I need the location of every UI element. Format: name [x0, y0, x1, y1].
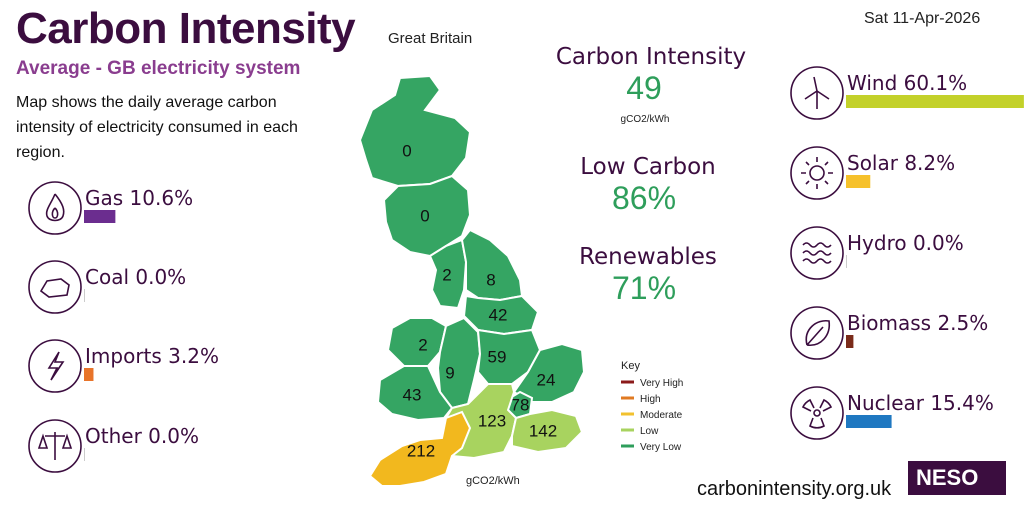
map-region	[460, 228, 524, 302]
title: Carbon Intensity	[16, 4, 356, 53]
date: Sat 11-Apr-2026	[864, 10, 981, 27]
icon-shape	[801, 398, 833, 429]
stat-label: Low Carbon	[580, 154, 716, 180]
stat-label: Renewables	[579, 244, 717, 270]
map-region	[511, 408, 584, 454]
fuel-bar	[846, 415, 892, 428]
key-title: Key	[621, 360, 640, 372]
region-value: 43	[403, 385, 422, 404]
map-region	[358, 74, 472, 188]
key-label: High	[640, 394, 661, 405]
fuel-icon	[790, 306, 844, 360]
fuel-bar	[846, 175, 871, 188]
map-unit: gCO2/kWh	[466, 475, 520, 487]
fuel-icon	[790, 386, 844, 440]
key-label: Very Low	[640, 442, 682, 453]
icon-shape	[47, 351, 65, 381]
fuel-icon	[28, 419, 82, 473]
icon-shape	[45, 193, 65, 222]
icon-circle	[28, 339, 82, 393]
icon-circle	[28, 260, 82, 314]
icon-shape	[802, 242, 832, 264]
region-value: 123	[478, 411, 506, 430]
key-label: Very High	[640, 378, 683, 389]
fuel-icon	[790, 146, 844, 200]
region-value: 2	[442, 265, 451, 284]
logo: NESO	[908, 461, 1006, 495]
icon-shape	[804, 76, 830, 109]
key-label: Low	[640, 426, 659, 437]
key-label: Moderate	[640, 410, 683, 421]
website-url: carbonintensity.org.uk	[697, 478, 892, 500]
fuel-bar	[84, 368, 94, 381]
stat-value: 71%	[611, 270, 677, 306]
region-value: 8	[486, 270, 495, 289]
region-value: 24	[537, 370, 556, 389]
stat-value: 49	[626, 70, 662, 106]
fuel-bar	[846, 335, 854, 348]
fuel-icon	[28, 181, 82, 235]
fuel-icon	[28, 339, 82, 393]
icon-circle	[790, 386, 844, 440]
stat-value: 86%	[611, 180, 677, 216]
icon-circle	[790, 66, 844, 120]
region-value: 0	[420, 206, 429, 225]
subtitle: Average - GB electricity system	[16, 58, 301, 79]
map-region	[428, 238, 468, 310]
region-value: 2	[418, 335, 427, 354]
fuel-label: Hydro 0.0%	[847, 231, 964, 255]
fuel-icon	[790, 66, 844, 120]
map-region	[476, 328, 542, 385]
icon-circle	[28, 419, 82, 473]
fuel-label: Other 0.0%	[85, 424, 199, 448]
map-region	[462, 294, 540, 336]
fuel-icon	[28, 260, 82, 314]
region-value: 212	[407, 441, 435, 460]
region-value: 78	[511, 395, 530, 414]
stat-unit: gCO2/kWh	[620, 114, 670, 125]
fuel-label: Imports 3.2%	[85, 344, 219, 368]
stat-label: Carbon Intensity	[555, 44, 747, 70]
fuel-label: Gas 10.6%	[85, 186, 193, 210]
fuel-label: Biomass 2.5%	[847, 311, 988, 335]
region-value: 59	[488, 347, 507, 366]
region-value: 42	[489, 305, 508, 324]
icon-circle	[790, 226, 844, 280]
icon-circle	[790, 306, 844, 360]
map-region	[382, 174, 472, 258]
region: Great Britain	[388, 30, 473, 47]
region-value: 142	[529, 421, 557, 440]
icon-circle	[790, 146, 844, 200]
fuel-label: Wind 60.1%	[847, 71, 967, 95]
fuel-bar	[846, 95, 1024, 108]
map-region	[386, 317, 448, 367]
icon-shape	[39, 278, 70, 298]
region-value: 9	[445, 363, 454, 382]
fuel-bar	[84, 210, 116, 223]
fuel-label: Nuclear 15.4%	[847, 391, 994, 415]
fuel-label: Coal 0.0%	[85, 265, 186, 289]
map-region	[368, 410, 472, 487]
fuel-label: Solar 8.2%	[847, 151, 955, 175]
description: Map shows the daily average carbon inten…	[16, 94, 298, 161]
fuel-icon	[790, 226, 844, 280]
icon-circle	[28, 181, 82, 235]
icon-shape	[801, 157, 833, 189]
region-value: 0	[402, 141, 411, 160]
icon-shape	[37, 432, 73, 460]
icon-shape	[805, 320, 831, 346]
